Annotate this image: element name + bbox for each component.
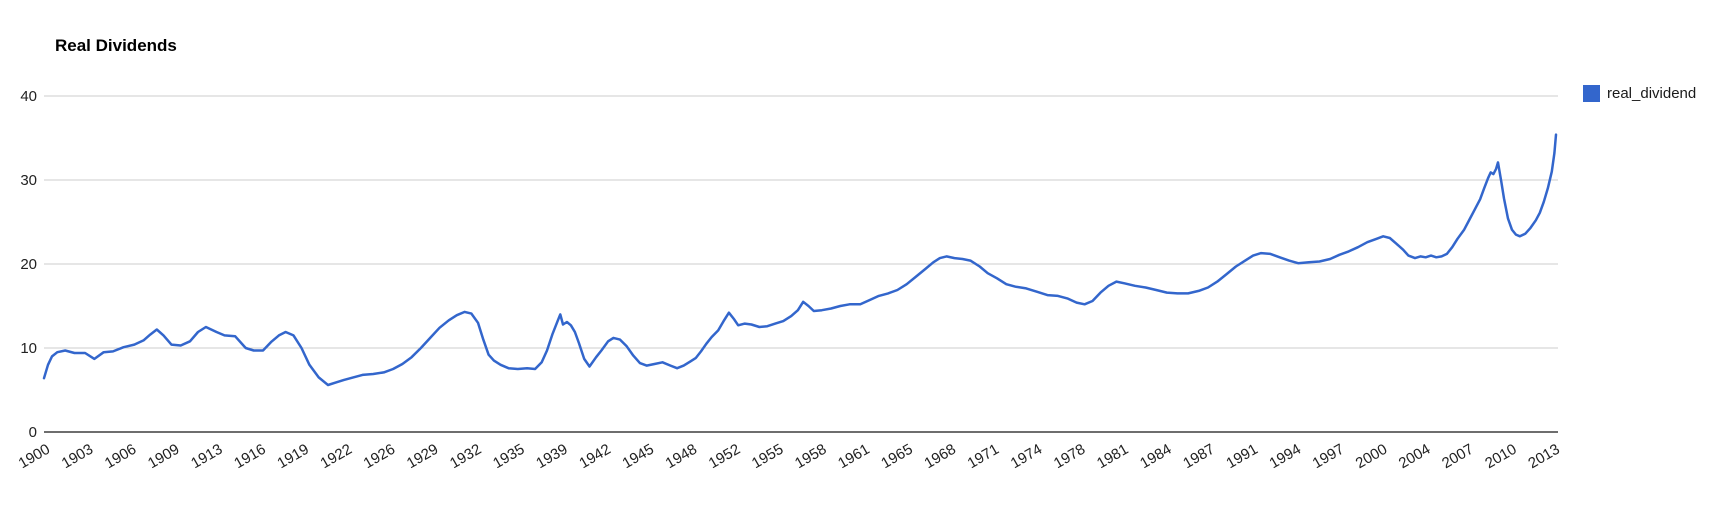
- x-tick-label: 1978: [1051, 441, 1088, 472]
- x-tick-label: 1997: [1310, 441, 1347, 472]
- x-tick-label: 1942: [576, 441, 613, 472]
- x-tick-label: 1922: [318, 441, 355, 472]
- x-tick-label: 1987: [1180, 441, 1217, 472]
- x-tick-label: 1945: [619, 441, 656, 472]
- x-tick-label: 1909: [145, 441, 182, 472]
- x-tick-label: 1916: [231, 441, 268, 472]
- x-tick-label: 1935: [490, 441, 527, 472]
- x-tick-label: 1961: [835, 441, 872, 472]
- chart-title: Real Dividends: [55, 36, 177, 55]
- x-tick-label: 1932: [447, 441, 484, 472]
- y-tick-label: 0: [29, 424, 37, 441]
- x-tick-label: 1948: [663, 441, 700, 472]
- x-tick-label: 2013: [1525, 441, 1562, 472]
- x-tick-label: 1965: [878, 441, 915, 472]
- y-tick-label: 20: [20, 256, 37, 273]
- legend: real_dividend: [1583, 85, 1696, 102]
- y-tick-label: 40: [20, 88, 37, 105]
- x-tick-label: 1968: [921, 441, 958, 472]
- x-tick-label: 1974: [1008, 441, 1045, 472]
- x-tick-label: 2000: [1353, 441, 1390, 472]
- x-tick-label: 1926: [361, 441, 398, 472]
- x-tick-label: 1971: [965, 441, 1002, 472]
- x-tick-label: 1913: [188, 441, 225, 472]
- x-tick-label: 1984: [1137, 441, 1174, 472]
- series-line-real_dividend: [42, 133, 1558, 387]
- x-tick-label: 1929: [404, 441, 441, 472]
- x-tick-label: 1903: [59, 441, 96, 472]
- x-tick-label: 1981: [1094, 441, 1131, 472]
- legend-swatch: [1583, 85, 1600, 102]
- x-tick-label: 1900: [16, 441, 53, 472]
- y-tick-label: 10: [20, 340, 37, 357]
- x-tick-label: 1991: [1223, 441, 1260, 472]
- x-tick-label: 1906: [102, 441, 139, 472]
- x-tick-label: 2004: [1396, 441, 1433, 472]
- x-tick-label: 1919: [274, 441, 311, 472]
- x-tick-label: 1939: [533, 441, 570, 472]
- x-tick-label: 1952: [706, 441, 743, 472]
- x-tick-label: 1994: [1267, 441, 1304, 472]
- x-tick-label: 1955: [749, 441, 786, 472]
- x-tick-label: 2007: [1439, 441, 1476, 472]
- y-tick-label: 30: [20, 172, 37, 189]
- legend-label: real_dividend: [1607, 85, 1697, 102]
- x-tick-label: 1958: [792, 441, 829, 472]
- x-tick-label: 2010: [1482, 441, 1519, 472]
